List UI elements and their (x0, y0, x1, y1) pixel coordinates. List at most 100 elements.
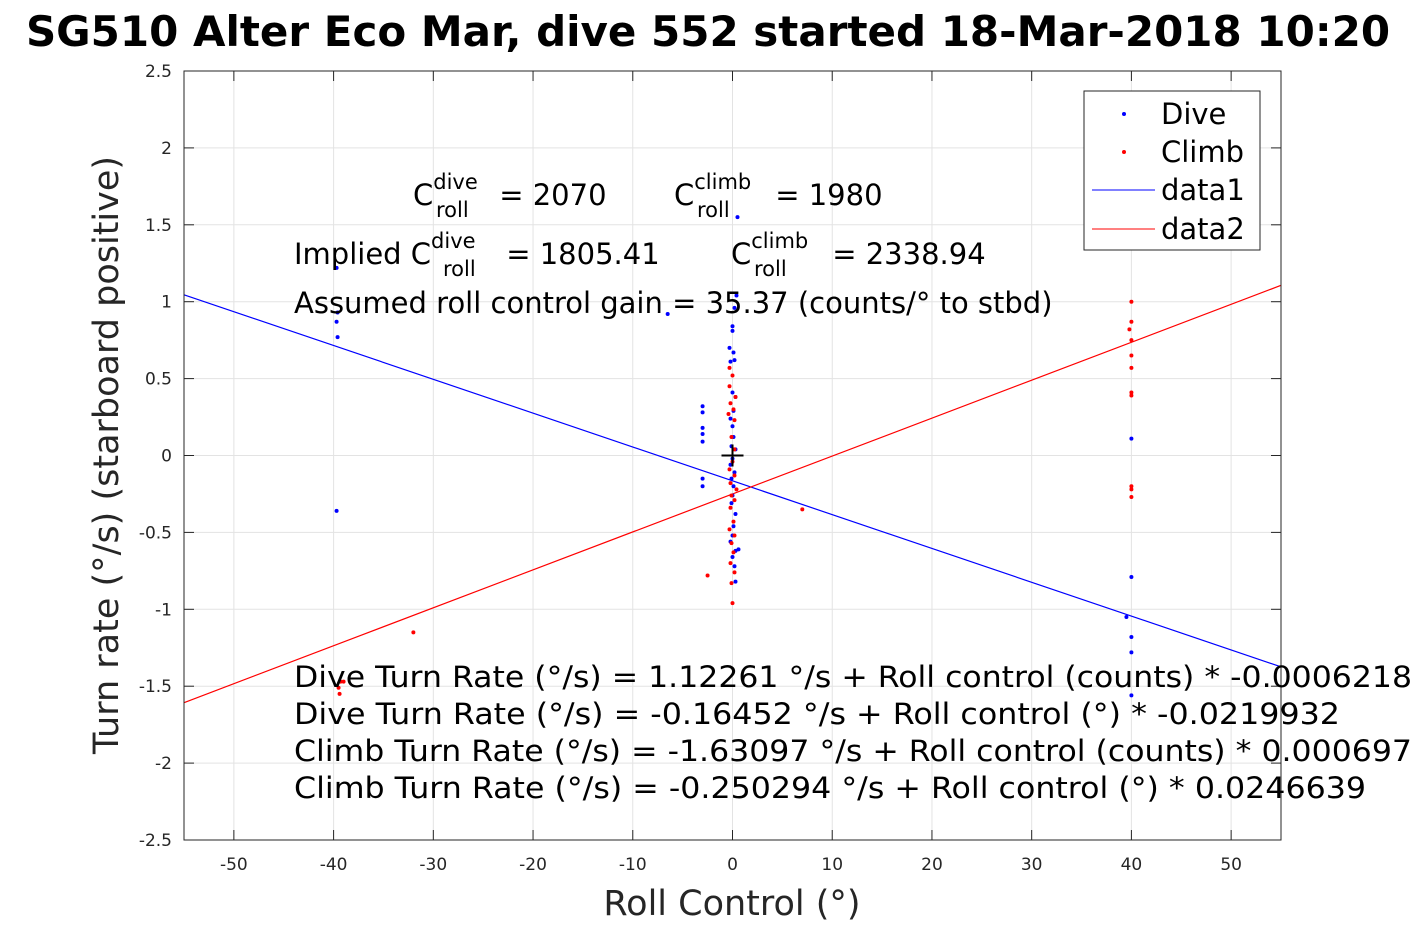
climb-point (1127, 327, 1132, 332)
dive-point (733, 579, 738, 584)
climb-point (1129, 390, 1134, 395)
dive-point (729, 501, 734, 506)
dive-point (730, 390, 735, 395)
dive-point (665, 312, 670, 317)
dive-point (730, 555, 735, 560)
dive-point (334, 319, 339, 324)
climb-turn-rate-degrees-equation: Climb Turn Rate (°/s) = -0.250294 °/s + … (294, 771, 1366, 805)
climb-point (1129, 495, 1134, 500)
roll-control-gain-annotation: Assumed roll control gain = 35.37 (count… (294, 286, 1053, 320)
dive-point (728, 359, 733, 364)
climb-point (1129, 319, 1134, 324)
dive-point (733, 511, 738, 516)
climb-point (1129, 338, 1134, 343)
y-tick-label: -0.5 (139, 523, 172, 543)
dive-point (732, 564, 737, 569)
climb-point (1129, 353, 1134, 358)
dive-point (700, 484, 705, 489)
dive-point (334, 508, 339, 513)
climb-point (728, 481, 733, 486)
dive-point (700, 431, 705, 436)
x-tick-label: -10 (619, 855, 647, 875)
legend-label-dive: Dive (1161, 97, 1226, 131)
dive-point (729, 476, 734, 481)
dive-point (1129, 634, 1134, 639)
dive-point (1129, 436, 1134, 441)
legend-label-data2: data2 (1161, 212, 1245, 246)
y-tick-label: 1.5 (145, 216, 172, 236)
x-tick-label: 50 (1220, 855, 1242, 875)
dive-point (734, 293, 739, 298)
x-tick-label: 40 (1121, 855, 1143, 875)
y-axis-label: Turn rate (°/s) (starboard positive) (87, 156, 127, 755)
climb-point (1129, 393, 1134, 398)
dive-point (735, 215, 740, 220)
dive-point (736, 547, 741, 552)
dive-point (727, 345, 732, 350)
dive-point (732, 358, 737, 363)
dive-point (732, 305, 737, 310)
y-tick-label: -2 (155, 754, 172, 774)
climb-point (730, 373, 735, 378)
climb-point (726, 411, 731, 416)
x-tick-label: -50 (220, 855, 248, 875)
climb-point (800, 507, 805, 512)
implied-c-roll-dive-annotation: Implied Cdive roll = 1805.41 (294, 229, 660, 281)
climb-point (727, 384, 732, 389)
dive-point (334, 265, 339, 270)
climb-point (729, 581, 734, 586)
fit-line-data1 (183, 294, 1282, 668)
climb-point (732, 498, 737, 503)
dive-point (700, 410, 705, 415)
dive-point (731, 524, 736, 529)
dive-point (700, 404, 705, 409)
legend-box (1083, 90, 1261, 251)
y-tick-label: 2.5 (145, 62, 172, 82)
dive-point (1129, 650, 1134, 655)
climb-turn-rate-counts-equation: Climb Turn Rate (°/s) = -1.63097 °/s + R… (294, 734, 1412, 768)
climb-point (705, 573, 710, 578)
climb-point (727, 527, 732, 532)
y-tick-label: 0 (161, 447, 172, 467)
x-tick-label: 30 (1021, 855, 1043, 875)
chart-title: SG510 Alter Eco Mar, dive 552 started 18… (26, 7, 1390, 56)
legend-label-climb: Climb (1161, 135, 1244, 169)
climb-point (1129, 484, 1134, 489)
origin-marker (721, 444, 744, 467)
climb-point (337, 691, 342, 696)
y-tick-label: 2 (161, 139, 172, 159)
y-tick-label: -1 (155, 600, 172, 620)
climb-point (727, 467, 732, 472)
implied-c-roll-climb-annotation: Cclimb roll = 2338.94 (731, 229, 986, 281)
x-tick-label: 20 (921, 855, 943, 875)
x-tick-label: -20 (519, 855, 547, 875)
climb-point (1129, 299, 1134, 304)
y-tick-label: 1 (161, 293, 172, 313)
x-tick-label: -30 (419, 855, 447, 875)
dive-point (700, 425, 705, 430)
x-tick-label: -40 (320, 855, 348, 875)
dive-point (1124, 614, 1129, 619)
dive-point (335, 335, 340, 340)
x-tick-label: 0 (727, 855, 738, 875)
climb-point (728, 401, 733, 406)
climb-point (411, 630, 416, 635)
climb-point (732, 533, 737, 538)
y-tick-label: 0.5 (145, 370, 172, 390)
climb-point (728, 561, 733, 566)
dive-point (730, 424, 735, 429)
climb-point (341, 679, 346, 684)
legend-dive-marker (1122, 112, 1126, 116)
legend: Dive Climb data1 data2 (1083, 90, 1261, 251)
climb-point (728, 505, 733, 510)
climb-point (732, 473, 737, 478)
dive-point (700, 476, 705, 481)
y-tick-label: -2.5 (139, 831, 172, 851)
climb-point (731, 407, 736, 412)
climb-point (727, 365, 732, 370)
dive-point (700, 439, 705, 444)
climb-point (1129, 487, 1134, 492)
climb-point (731, 519, 736, 524)
y-tick-label: -1.5 (139, 677, 172, 697)
legend-label-data1: data1 (1161, 173, 1245, 207)
